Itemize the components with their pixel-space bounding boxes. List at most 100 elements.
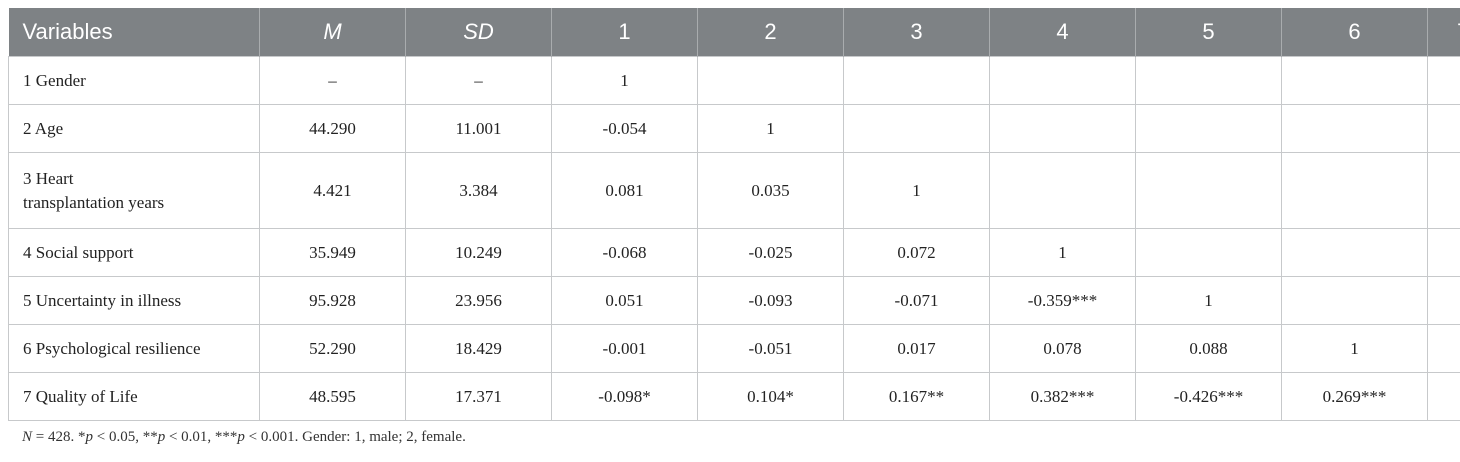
table-cell — [1281, 104, 1428, 153]
table-cell: -0.359*** — [989, 276, 1136, 325]
table-cell: -0.054 — [551, 104, 698, 153]
table-cell — [843, 56, 990, 105]
table-row-psychological-resilience: 6 Psychological resilience 52.290 18.429… — [8, 324, 1460, 373]
table-cell: -0.051 — [697, 324, 844, 373]
table-cell: 35.949 — [259, 228, 406, 277]
table-cell: 0.035 — [697, 152, 844, 229]
table-cell: 1 — [989, 228, 1136, 277]
table-cell — [1427, 152, 1460, 229]
table-cell: 48.595 — [259, 372, 406, 421]
row-label: 6 Psychological resilience — [8, 324, 260, 373]
header-col-3: 3 — [843, 8, 990, 57]
header-col-4: 4 — [989, 8, 1136, 57]
table-cell: 1 — [843, 152, 990, 229]
footnote-n-symbol: N — [22, 429, 33, 445]
table-cell — [1281, 228, 1428, 277]
table-cell: 52.290 — [259, 324, 406, 373]
table-cell: 0.072 — [843, 228, 990, 277]
table-cell: -0.426*** — [1135, 372, 1282, 421]
table-cell: 0.088 — [1135, 324, 1282, 373]
table-cell: -0.068 — [551, 228, 698, 277]
table-cell: 1 — [1135, 276, 1282, 325]
table-cell: 18.429 — [405, 324, 552, 373]
table-cell — [697, 56, 844, 105]
table-cell: 44.290 — [259, 104, 406, 153]
row-label-line-1: 3 Heart — [23, 168, 74, 188]
table-cell: 1 — [551, 56, 698, 105]
header-col-1: 1 — [551, 8, 698, 57]
table-cell: 1 — [697, 104, 844, 153]
footnote-p-symbol: p — [85, 429, 93, 445]
table-cell: 0.051 — [551, 276, 698, 325]
footnote-p-symbol: p — [237, 429, 245, 445]
table-cell — [989, 152, 1136, 229]
table-cell: -0.071 — [843, 276, 990, 325]
correlation-table: Variables M SD 1 2 3 4 5 6 7 1 Gender – … — [8, 8, 1460, 421]
row-label: 5 Uncertainty in illness — [8, 276, 260, 325]
table-row-gender: 1 Gender – – 1 — [8, 56, 1460, 105]
table-cell — [1135, 228, 1282, 277]
table-cell: 0.269*** — [1281, 372, 1428, 421]
table-cell — [843, 104, 990, 153]
table-cell — [989, 104, 1136, 153]
table-cell: 0.382*** — [989, 372, 1136, 421]
row-label: 1 Gender — [8, 56, 260, 105]
table-cell: – — [259, 56, 406, 105]
table-cell: -0.001 — [551, 324, 698, 373]
table-row-age: 2 Age 44.290 11.001 -0.054 1 — [8, 104, 1460, 153]
table-cell — [1427, 104, 1460, 153]
row-label: 7 Quality of Life — [8, 372, 260, 421]
correlation-table-container: Variables M SD 1 2 3 4 5 6 7 1 Gender – … — [8, 8, 1460, 446]
table-cell: 0.078 — [989, 324, 1136, 373]
table-cell: -0.025 — [697, 228, 844, 277]
header-mean: M — [259, 8, 406, 57]
table-cell: 3.384 — [405, 152, 552, 229]
row-label: 3 Heart transplantation years — [8, 152, 260, 229]
table-cell: 0.104* — [697, 372, 844, 421]
table-cell — [1427, 56, 1460, 105]
table-cell: 0.017 — [843, 324, 990, 373]
table-row-quality-of-life: 7 Quality of Life 48.595 17.371 -0.098* … — [8, 372, 1460, 421]
header-col-2: 2 — [697, 8, 844, 57]
table-cell — [1427, 228, 1460, 277]
table-cell: 4.421 — [259, 152, 406, 229]
header-variables: Variables — [8, 8, 260, 57]
table-cell: 10.249 — [405, 228, 552, 277]
table-cell: 11.001 — [405, 104, 552, 153]
footnote-text: < 0.01, *** — [165, 429, 238, 445]
header-col-7: 7 — [1427, 8, 1460, 57]
header-sd: SD — [405, 8, 552, 57]
footnote-p-symbol: p — [157, 429, 166, 445]
table-cell — [1281, 152, 1428, 229]
table-row-uncertainty-in-illness: 5 Uncertainty in illness 95.928 23.956 0… — [8, 276, 1460, 325]
row-label: 4 Social support — [8, 228, 260, 277]
table-cell: 1 — [1281, 324, 1428, 373]
table-cell — [1281, 56, 1428, 105]
table-row-social-support: 4 Social support 35.949 10.249 -0.068 -0… — [8, 228, 1460, 277]
table-cell — [1135, 104, 1282, 153]
table-cell — [1427, 276, 1460, 325]
table-footnote: N = 428. *p < 0.05, **p < 0.01, ***p < 0… — [8, 429, 1452, 446]
table-cell: 0.167** — [843, 372, 990, 421]
row-label: 2 Age — [8, 104, 260, 153]
header-col-6: 6 — [1281, 8, 1428, 57]
table-cell: -0.098* — [551, 372, 698, 421]
footnote-text: = 428. * — [32, 429, 86, 445]
table-cell — [1135, 152, 1282, 229]
table-cell — [989, 56, 1136, 105]
table-cell: – — [405, 56, 552, 105]
header-row: Variables M SD 1 2 3 4 5 6 7 — [8, 8, 1460, 57]
table-cell: 1 — [1427, 372, 1460, 421]
header-col-5: 5 — [1135, 8, 1282, 57]
table-cell: 17.371 — [405, 372, 552, 421]
table-cell: 95.928 — [259, 276, 406, 325]
footnote-text: < 0.001. Gender: 1, male; 2, female. — [244, 429, 466, 445]
row-label-line-2: transplantation years — [23, 192, 165, 212]
table-cell: -0.093 — [697, 276, 844, 325]
table-cell: 0.081 — [551, 152, 698, 229]
table-cell — [1427, 324, 1460, 373]
footnote-text: < 0.05, ** — [92, 429, 158, 445]
table-cell — [1281, 276, 1428, 325]
table-cell: 23.956 — [405, 276, 552, 325]
table-row-heart-transplantation-years: 3 Heart transplantation years 4.421 3.38… — [8, 152, 1460, 229]
